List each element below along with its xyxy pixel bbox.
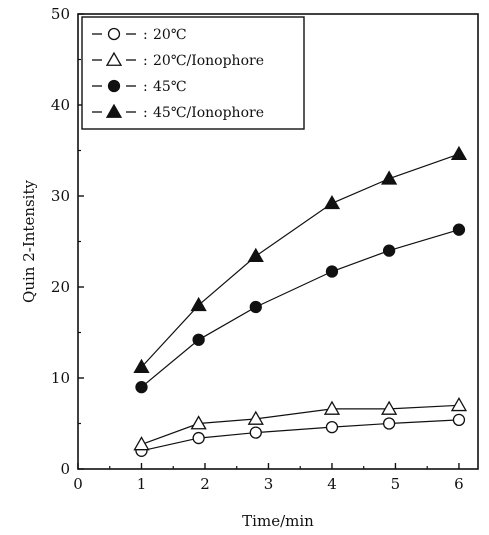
data-point bbox=[247, 247, 264, 262]
legend-marker bbox=[107, 27, 121, 41]
legend-item: :20℃/Ionophore bbox=[92, 51, 264, 69]
data-point bbox=[135, 380, 148, 394]
axis-ticks: 0 1 2 3 4 5 6 0 10 20 30 40 50 bbox=[51, 5, 464, 493]
x-tick-label: 4 bbox=[327, 475, 337, 493]
legend-separator: : bbox=[143, 105, 148, 121]
data-point bbox=[450, 396, 468, 412]
data-point bbox=[452, 223, 466, 236]
series-4 bbox=[133, 145, 468, 373]
y-tick-label: 30 bbox=[51, 187, 70, 205]
data-point bbox=[382, 417, 396, 430]
data-point bbox=[323, 400, 341, 415]
legend-item: :20℃ bbox=[92, 27, 186, 43]
data-point bbox=[247, 410, 264, 425]
legend: :20℃: 20℃/Ionophore: 45℃: 45℃/Ionophore bbox=[81, 16, 305, 130]
data-point bbox=[192, 333, 205, 346]
x-tick-label: 1 bbox=[137, 475, 147, 493]
data-point bbox=[249, 426, 262, 439]
data-point bbox=[192, 431, 205, 445]
series-1 bbox=[135, 413, 466, 457]
data-point bbox=[190, 296, 207, 312]
data-point bbox=[380, 170, 398, 185]
series-line bbox=[141, 153, 460, 368]
legend-label: 20℃/Ionophore bbox=[153, 53, 264, 69]
data-point bbox=[323, 194, 341, 210]
data-point bbox=[382, 244, 396, 257]
data-point bbox=[325, 420, 339, 434]
series-3 bbox=[135, 223, 466, 394]
y-tick-label: 0 bbox=[60, 460, 70, 478]
y-tick-label: 40 bbox=[51, 96, 70, 114]
legend-marker bbox=[107, 79, 121, 93]
legend-item: :45℃ bbox=[92, 79, 186, 95]
x-tick-label: 2 bbox=[200, 475, 210, 493]
series-layer bbox=[133, 145, 468, 457]
legend-label: 45℃ bbox=[153, 79, 186, 95]
data-point bbox=[450, 145, 468, 161]
data-point bbox=[133, 436, 150, 451]
legend-marker bbox=[105, 103, 123, 118]
series-line bbox=[141, 229, 460, 388]
x-tick-label: 0 bbox=[73, 475, 83, 493]
series-2 bbox=[133, 396, 468, 451]
y-tick-label: 10 bbox=[51, 369, 70, 387]
x-tick-label: 5 bbox=[391, 475, 401, 493]
legend-label: 20℃ bbox=[153, 27, 186, 43]
series-line bbox=[141, 404, 460, 445]
legend-item: :45℃/Ionophore bbox=[92, 103, 264, 121]
data-point bbox=[249, 300, 262, 314]
data-point bbox=[452, 413, 466, 427]
y-tick-label: 50 bbox=[51, 5, 70, 23]
y-axis-title: Quin 2-Intensity bbox=[20, 180, 38, 303]
data-point bbox=[190, 415, 207, 430]
legend-separator: : bbox=[143, 27, 148, 43]
data-point bbox=[133, 358, 150, 373]
data-point bbox=[380, 400, 398, 415]
legend-label: 45℃/Ionophore bbox=[153, 105, 264, 121]
legend-separator: : bbox=[143, 79, 148, 95]
series-line bbox=[141, 419, 460, 452]
legend-marker bbox=[105, 51, 123, 66]
legend-separator: : bbox=[143, 53, 148, 69]
data-point bbox=[325, 265, 339, 278]
x-tick-label: 6 bbox=[454, 475, 464, 493]
x-tick-label: 3 bbox=[264, 475, 274, 493]
y-tick-label: 20 bbox=[51, 278, 70, 296]
x-axis-title: Time/min bbox=[242, 512, 314, 530]
